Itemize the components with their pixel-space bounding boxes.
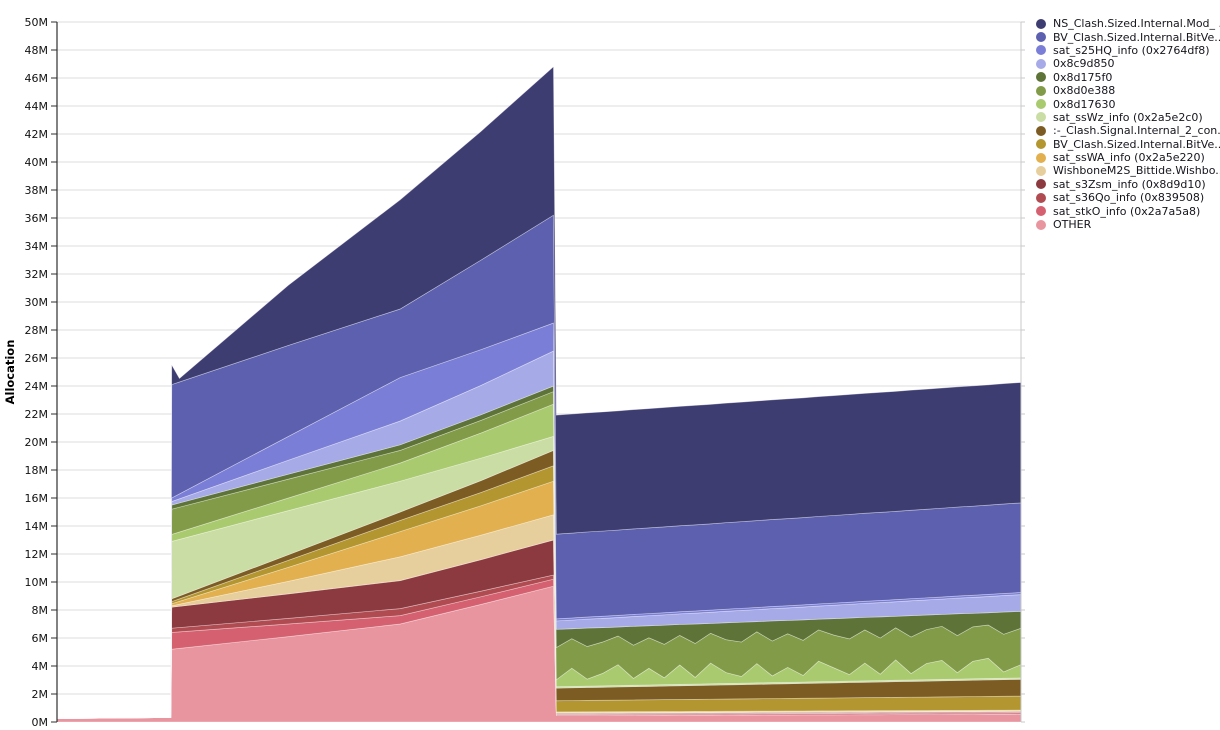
- legend-item: sat_stkO_info (0x2a7a5a8): [1036, 204, 1220, 218]
- legend-swatch: [1036, 45, 1046, 56]
- y-tick-label: 46M: [25, 72, 49, 85]
- y-tick-label: 0M: [32, 716, 49, 729]
- legend-label: sat_stkO_info (0x2a7a5a8): [1053, 204, 1201, 218]
- y-tick-label: 10M: [25, 576, 49, 589]
- legend-item: sat_s3Zsm_info (0x8d9d10): [1036, 178, 1220, 191]
- y-tick-label: 44M: [25, 100, 49, 113]
- legend-swatch: [1036, 179, 1046, 190]
- legend-item: sat_ssWA_info (0x2a5e220): [1036, 151, 1220, 164]
- legend-item: OTHER: [1036, 218, 1220, 231]
- legend-label: sat_s25HQ_info (0x2764df8): [1053, 43, 1210, 57]
- legend-swatch: [1036, 219, 1046, 230]
- y-tick-label: 18M: [25, 464, 49, 477]
- y-tick-label: 26M: [25, 352, 49, 365]
- y-tick-label: 4M: [32, 660, 49, 673]
- legend-swatch: [1036, 139, 1046, 150]
- y-tick-label: 28M: [25, 324, 49, 337]
- y-tick-label: 20M: [25, 436, 49, 449]
- legend-swatch: [1036, 125, 1046, 136]
- y-tick-label: 14M: [25, 520, 49, 533]
- legend-label: :-_Clash.Signal.Internal_2_con...: [1053, 124, 1220, 138]
- legend-swatch: [1036, 192, 1046, 203]
- legend-label: 0x8d0e388: [1053, 84, 1116, 98]
- legend-item: 0x8c9d850: [1036, 57, 1220, 70]
- y-tick-label: 16M: [25, 492, 49, 505]
- legend-label: WishboneM2S_Bittide.Wishbo...: [1053, 164, 1220, 178]
- y-tick-label: 50M: [25, 16, 49, 29]
- y-tick-label: 8M: [32, 604, 49, 617]
- legend-swatch: [1036, 18, 1046, 29]
- legend-label: BV_Clash.Sized.Internal.BitVe...: [1053, 137, 1220, 151]
- legend-label: sat_s36Qo_info (0x839508): [1053, 191, 1205, 205]
- legend-label: 0x8c9d850: [1053, 57, 1115, 71]
- legend-label: 0x8d17630: [1053, 97, 1116, 111]
- legend-item: sat_ssWz_info (0x2a5e2c0): [1036, 111, 1220, 124]
- right-axis: [1020, 21, 1025, 723]
- legend-swatch: [1036, 32, 1046, 43]
- legend-swatch: [1036, 85, 1046, 96]
- legend-swatch: [1036, 206, 1046, 217]
- y-tick-label: 32M: [25, 268, 49, 281]
- legend-label: 0x8d175f0: [1053, 70, 1113, 84]
- y-axis-title: Allocation: [3, 340, 17, 405]
- legend-item: BV_Clash.Sized.Internal.BitVe...: [1036, 138, 1220, 151]
- y-tick-label: 36M: [25, 212, 49, 225]
- legend-item: sat_s25HQ_info (0x2764df8): [1036, 44, 1220, 57]
- legend-swatch: [1036, 112, 1046, 123]
- stacked-areas: [56, 66, 1022, 723]
- legend-item: WishboneM2S_Bittide.Wishbo...: [1036, 164, 1220, 177]
- legend-label: sat_s3Zsm_info (0x8d9d10): [1053, 177, 1206, 191]
- legend-item: NS_Clash.Sized.Internal.Mod_ ...: [1036, 17, 1220, 30]
- y-tick-label: 40M: [25, 156, 49, 169]
- legend-label: BV_Clash.Sized.Internal.BitVe...: [1053, 30, 1220, 44]
- legend-item: 0x8d175f0: [1036, 71, 1220, 84]
- legend-item: 0x8d0e388: [1036, 84, 1220, 97]
- y-tick-label: 48M: [25, 44, 49, 57]
- y-tick-label: 38M: [25, 184, 49, 197]
- y-tick-label: 30M: [25, 296, 49, 309]
- legend-item: 0x8d17630: [1036, 97, 1220, 111]
- y-tick-label: 22M: [25, 408, 49, 421]
- y-tick-label: 2M: [32, 688, 49, 701]
- legend-swatch: [1036, 99, 1046, 110]
- y-tick-label: 6M: [32, 632, 49, 645]
- y-axis: 0M 2M 4M 6M 8M 10M 12M 14M 16M 18M 20M 22M 24M 26M 28M…: [3, 16, 58, 729]
- legend-swatch: [1036, 152, 1046, 163]
- y-tick-label: 12M: [25, 548, 49, 561]
- legend-label: OTHER: [1053, 218, 1092, 232]
- legend-label: sat_ssWA_info (0x2a5e220): [1053, 151, 1205, 165]
- y-tick-label: 34M: [25, 240, 49, 253]
- legend-label: sat_ssWz_info (0x2a5e2c0): [1053, 110, 1203, 124]
- y-tick-label: 42M: [25, 128, 49, 141]
- legend-item: sat_s36Qo_info (0x839508): [1036, 191, 1220, 204]
- legend-swatch: [1036, 72, 1046, 83]
- legend-item: BV_Clash.Sized.Internal.BitVe...: [1036, 30, 1220, 44]
- y-tick-label: 24M: [25, 380, 49, 393]
- legend: NS_Clash.Sized.Internal.Mod_ ... BV_Clash…: [1036, 17, 1220, 231]
- legend-swatch: [1036, 165, 1046, 176]
- legend-item: :-_Clash.Signal.Internal_2_con...: [1036, 124, 1220, 137]
- legend-swatch: [1036, 58, 1046, 69]
- legend-label: NS_Clash.Sized.Internal.Mod_ ...: [1053, 17, 1220, 31]
